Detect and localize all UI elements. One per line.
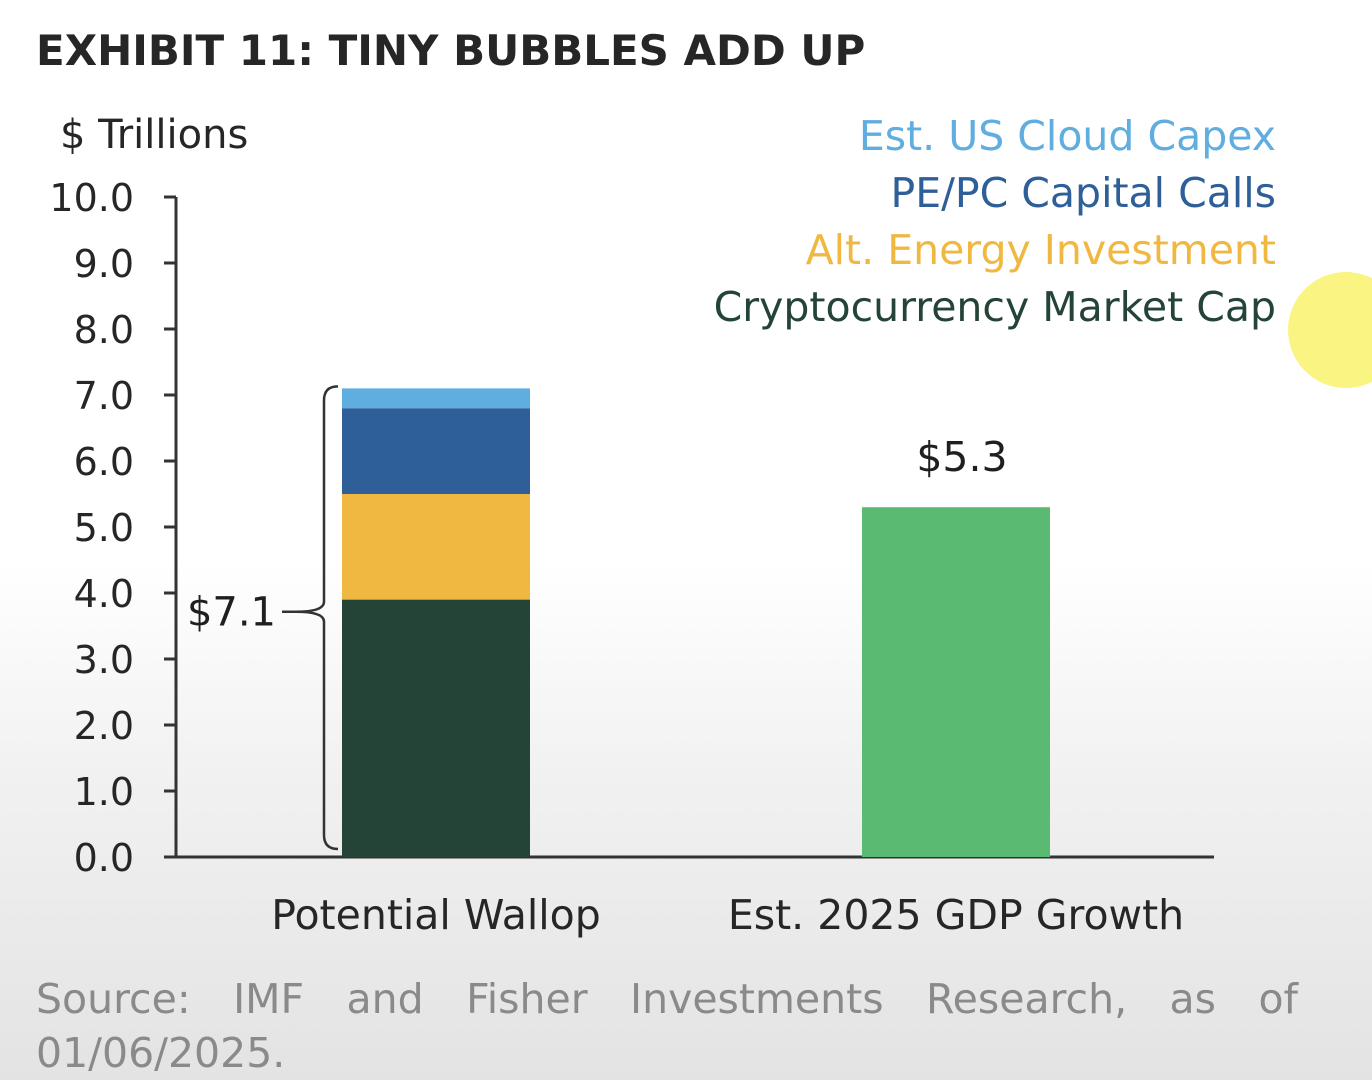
y-tick-label: 1.0 xyxy=(74,770,134,814)
y-tick-label: 4.0 xyxy=(74,572,134,616)
bar-segment xyxy=(862,507,1050,857)
legend-item-crypto-market-cap: Cryptocurrency Market Cap xyxy=(713,283,1276,331)
y-tick-label: 10.0 xyxy=(49,176,134,220)
y-tick-label: 9.0 xyxy=(74,242,134,286)
y-tick-label: 0.0 xyxy=(74,836,134,880)
data-label: $7.1 xyxy=(187,590,276,636)
y-tick-label: 7.0 xyxy=(74,374,134,418)
source-note: Source: IMF and Fisher Investments Resea… xyxy=(36,975,1298,1077)
bar-segment xyxy=(342,408,530,494)
cursor-highlight xyxy=(1288,272,1372,388)
legend-item-pe-pc-capital-calls: PE/PC Capital Calls xyxy=(890,169,1276,217)
y-tick-label: 8.0 xyxy=(74,308,134,352)
bar-segment xyxy=(342,494,530,600)
total-brace xyxy=(282,385,339,851)
bar-segment xyxy=(342,388,530,409)
legend-item-cloud-capex: Est. US Cloud Capex xyxy=(858,112,1276,160)
chart-title: EXHIBIT 11: TINY BUBBLES ADD UP xyxy=(36,26,866,75)
y-tick-label: 6.0 xyxy=(74,440,134,484)
data-label: $5.3 xyxy=(916,433,1007,481)
y-axis-label: $ Trillions xyxy=(60,112,249,158)
y-tick-label: 3.0 xyxy=(74,638,134,682)
legend-item-alt-energy: Alt. Energy Investment xyxy=(805,226,1276,274)
y-tick-label: 2.0 xyxy=(74,704,134,748)
y-tick-label: 5.0 xyxy=(74,506,134,550)
x-tick-label: Est. 2025 GDP Growth xyxy=(728,891,1184,939)
x-tick-label: Potential Wallop xyxy=(271,891,601,939)
legend: Est. US Cloud Capex PE/PC Capital Calls … xyxy=(714,108,1276,336)
bar-segment xyxy=(342,599,530,857)
